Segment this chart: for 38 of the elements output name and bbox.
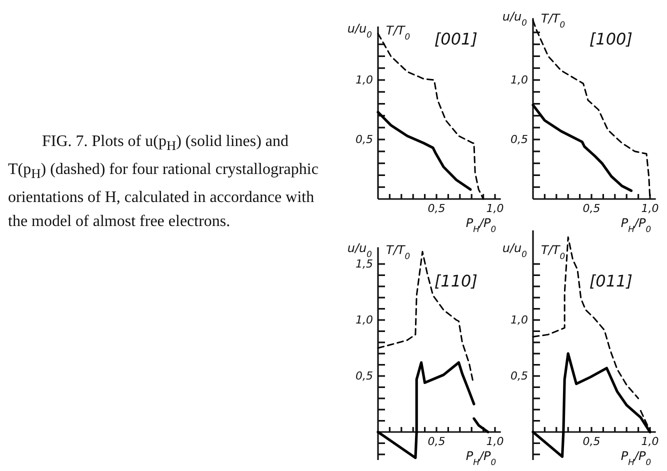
x-axis-title: P$_{H}$/P$_{0}$ (466, 449, 496, 467)
x-axis-title: P$_{H}$/P$_{0}$ (466, 216, 496, 234)
y-tick-label: 1,0 (510, 314, 528, 327)
text: [110] (434, 271, 478, 290)
y-tick-label: 0,5 (356, 370, 373, 383)
text: FIG. 7. Plots of u(p$_{H}$) (solid lines) and T(p$_{H}$) (dashed) for four rational crystallographic orientations of H, calculated in accordance with the model of almost free electrons. (8, 133, 318, 230)
annotation: T/T$_{0}$ (541, 11, 566, 30)
y-axis-title: u/u$_{0}$ (502, 9, 527, 28)
text: [011] (589, 271, 632, 290)
y-tick-label: 0,5 (510, 370, 528, 383)
y-tick-label: 1,0 (510, 74, 528, 87)
chart-title: [001] (434, 29, 478, 48)
annotation: T/T$_{0}$ (386, 243, 410, 261)
x-axis-title: P$_{H}$/P$_{0}$ (620, 449, 652, 467)
x-tick-label: 0,5 (428, 434, 446, 448)
y-tick-label: 1,5 (356, 258, 373, 271)
x-axis-title: P$_{H}$/P$_{0}$ (620, 216, 652, 234)
y-tick-label: 1,0 (356, 74, 373, 87)
line-series (532, 104, 633, 192)
y-tick-label: 1,0 (356, 314, 373, 327)
x-tick-label: 0,5 (428, 202, 446, 215)
line-series (376, 110, 472, 191)
annotation: T/T$_{0}$ (386, 23, 410, 42)
line-series (376, 361, 476, 460)
line-series (472, 417, 490, 434)
x-tick-label: 0,5 (582, 434, 600, 448)
text: [100] (589, 29, 632, 48)
y-axis-title: u/u$_{0}$ (502, 241, 527, 259)
x-tick-label: 0,5 (582, 202, 600, 215)
x-tick-label: 1,0 (641, 434, 659, 448)
annotation: T/T$_{0}$ (541, 243, 566, 261)
y-axis-title: u/u$_{0}$ (347, 241, 372, 259)
y-axis-title: u/u$_{0}$ (347, 21, 372, 40)
y-tick-label: 0,5 (356, 133, 373, 146)
x-tick-label: 1,0 (486, 434, 504, 448)
y-tick-label: 0,5 (510, 133, 528, 146)
x-tick-label: 1,0 (486, 202, 504, 215)
x-tick-label: 1,0 (641, 202, 659, 215)
